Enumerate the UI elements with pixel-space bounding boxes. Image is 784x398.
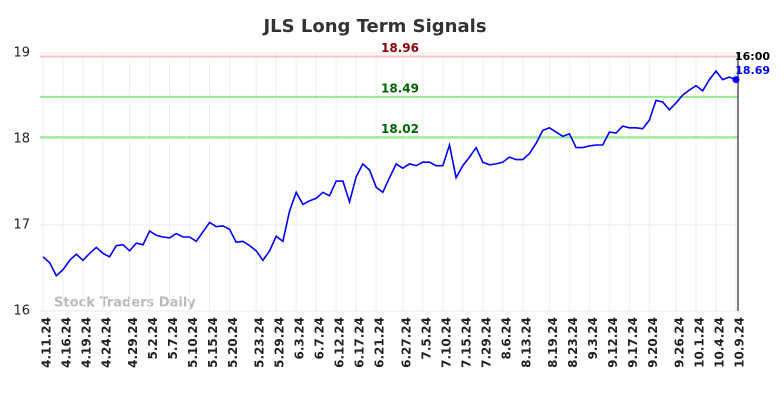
x-tick-label: 5.23.24 xyxy=(253,317,267,368)
x-tick-label: 7.29.24 xyxy=(479,317,493,368)
x-tick-label: 5.20.24 xyxy=(226,317,240,368)
x-tick-label: 6.3.24 xyxy=(293,317,307,360)
x-tick-label: 10.9.24 xyxy=(733,317,747,368)
last-value: 18.69 xyxy=(735,64,770,77)
x-tick-label: 5.2.24 xyxy=(146,317,160,360)
x-tick-label: 6.21.24 xyxy=(373,317,387,368)
reference-label: 18.49 xyxy=(381,81,419,95)
x-tick-label: 5.29.24 xyxy=(273,317,287,368)
y-tick-label: 16 xyxy=(13,304,30,319)
y-tick-label: 18 xyxy=(13,132,30,147)
x-tick-label: 9.12.24 xyxy=(606,317,620,368)
last-time: 16:00 xyxy=(735,50,770,63)
x-tick-label: 9.17.24 xyxy=(626,317,640,368)
x-tick-label: 6.27.24 xyxy=(399,317,413,368)
x-tick-label: 4.29.24 xyxy=(126,317,140,368)
watermark: Stock Traders Daily xyxy=(54,296,196,311)
y-tick-label: 19 xyxy=(13,46,30,61)
x-tick-label: 8.19.24 xyxy=(546,317,560,368)
reference-label: 18.02 xyxy=(381,122,419,136)
chart-title: JLS Long Term Signals xyxy=(261,16,486,37)
x-tick-label: 10.4.24 xyxy=(713,317,727,368)
x-tick-label: 8.6.24 xyxy=(499,317,513,360)
x-tick-label: 9.20.24 xyxy=(646,317,660,368)
x-tick-label: 6.12.24 xyxy=(333,317,347,368)
reference-label: 18.96 xyxy=(381,41,419,55)
x-tick-label: 6.7.24 xyxy=(313,317,327,360)
x-tick-label: 4.11.24 xyxy=(40,317,54,368)
x-tick-label: 9.26.24 xyxy=(673,317,687,368)
x-tick-label: 7.15.24 xyxy=(459,317,473,368)
x-tick-label: 4.24.24 xyxy=(99,317,113,368)
x-tick-label: 8.13.24 xyxy=(519,317,533,368)
x-tick-label: 4.19.24 xyxy=(79,317,93,368)
x-tick-label: 5.15.24 xyxy=(206,317,220,368)
last-point xyxy=(732,76,740,84)
x-tick-label: 10.1.24 xyxy=(693,317,707,368)
x-tick-label: 8.23.24 xyxy=(566,317,580,368)
x-tick-label: 4.16.24 xyxy=(59,317,73,368)
x-tick-label: 7.10.24 xyxy=(439,317,453,368)
x-tick-label: 5.7.24 xyxy=(166,317,180,360)
x-tick-label: 9.3.24 xyxy=(586,317,600,360)
x-tick-label: 5.10.24 xyxy=(186,317,200,368)
x-tick-label: 7.5.24 xyxy=(419,317,433,360)
x-tick-label: 6.17.24 xyxy=(353,317,367,368)
price-line xyxy=(42,69,737,277)
y-tick-label: 17 xyxy=(13,218,30,233)
